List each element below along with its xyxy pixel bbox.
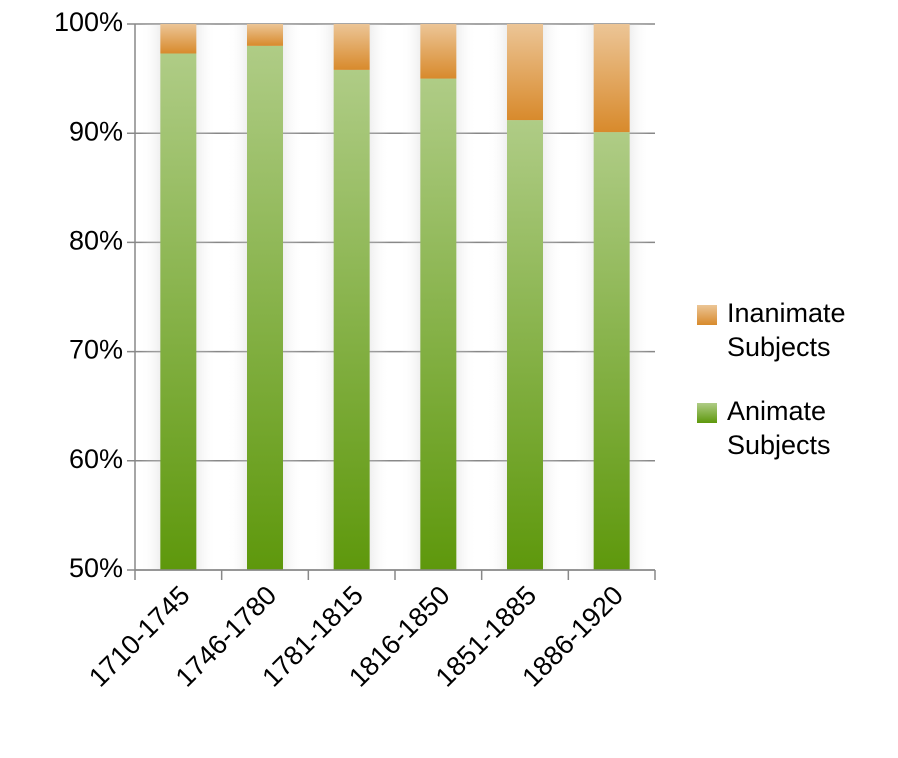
y-tick-label: 90%	[69, 116, 123, 146]
bar	[333, 69, 370, 570]
bar	[247, 24, 283, 46]
legend-swatch	[697, 305, 717, 325]
bar	[160, 53, 197, 570]
bar	[593, 132, 630, 570]
y-tick-label: 100%	[54, 7, 123, 37]
y-tick-label: 70%	[69, 335, 123, 365]
bar	[507, 120, 543, 570]
legend-swatch	[697, 403, 717, 423]
bar	[333, 24, 370, 70]
bar	[507, 24, 543, 121]
legend-label: Animate Subjects	[727, 396, 831, 460]
bar	[160, 24, 197, 54]
bar	[420, 24, 457, 79]
legend-label: Inanimate Subjects	[727, 298, 846, 362]
y-tick-label: 60%	[69, 444, 123, 474]
y-tick-label: 80%	[69, 226, 123, 256]
bar	[247, 45, 283, 570]
bar	[593, 24, 630, 133]
bar	[420, 78, 457, 570]
y-tick-label: 50%	[69, 553, 123, 583]
